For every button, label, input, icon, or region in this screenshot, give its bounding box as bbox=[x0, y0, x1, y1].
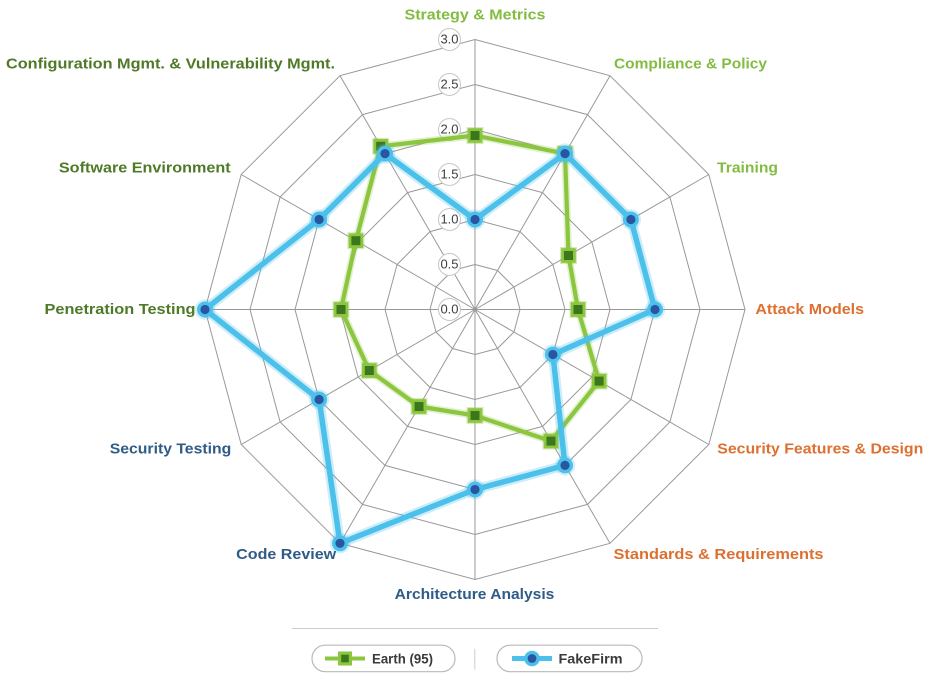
svg-text:Code Review: Code Review bbox=[236, 546, 336, 563]
svg-text:Standards & Requirements: Standards & Requirements bbox=[614, 546, 824, 563]
svg-text:Security Features & Design: Security Features & Design bbox=[717, 441, 923, 458]
svg-text:2.0: 2.0 bbox=[440, 122, 458, 137]
svg-text:0.0: 0.0 bbox=[440, 302, 458, 317]
svg-text:3.0: 3.0 bbox=[440, 32, 458, 47]
svg-text:Earth (95): Earth (95) bbox=[372, 652, 433, 667]
svg-text:0.5: 0.5 bbox=[440, 257, 458, 272]
svg-text:1.5: 1.5 bbox=[440, 167, 458, 182]
svg-text:2.5: 2.5 bbox=[440, 77, 458, 92]
svg-text:Attack Models: Attack Models bbox=[755, 301, 864, 318]
svg-text:Penetration Testing: Penetration Testing bbox=[45, 301, 196, 318]
svg-text:Software Environment: Software Environment bbox=[59, 160, 231, 177]
svg-text:Architecture Analysis: Architecture Analysis bbox=[395, 586, 555, 603]
svg-text:Configuration Mgmt. & Vulnerab: Configuration Mgmt. & Vulnerability Mgmt… bbox=[6, 56, 335, 73]
svg-text:Compliance & Policy: Compliance & Policy bbox=[614, 56, 768, 73]
svg-text:Security Testing: Security Testing bbox=[110, 441, 232, 458]
svg-text:FakeFirm: FakeFirm bbox=[559, 652, 623, 667]
svg-text:Training: Training bbox=[717, 160, 778, 177]
svg-text:1.0: 1.0 bbox=[440, 212, 458, 227]
svg-text:Strategy & Metrics: Strategy & Metrics bbox=[405, 7, 546, 24]
